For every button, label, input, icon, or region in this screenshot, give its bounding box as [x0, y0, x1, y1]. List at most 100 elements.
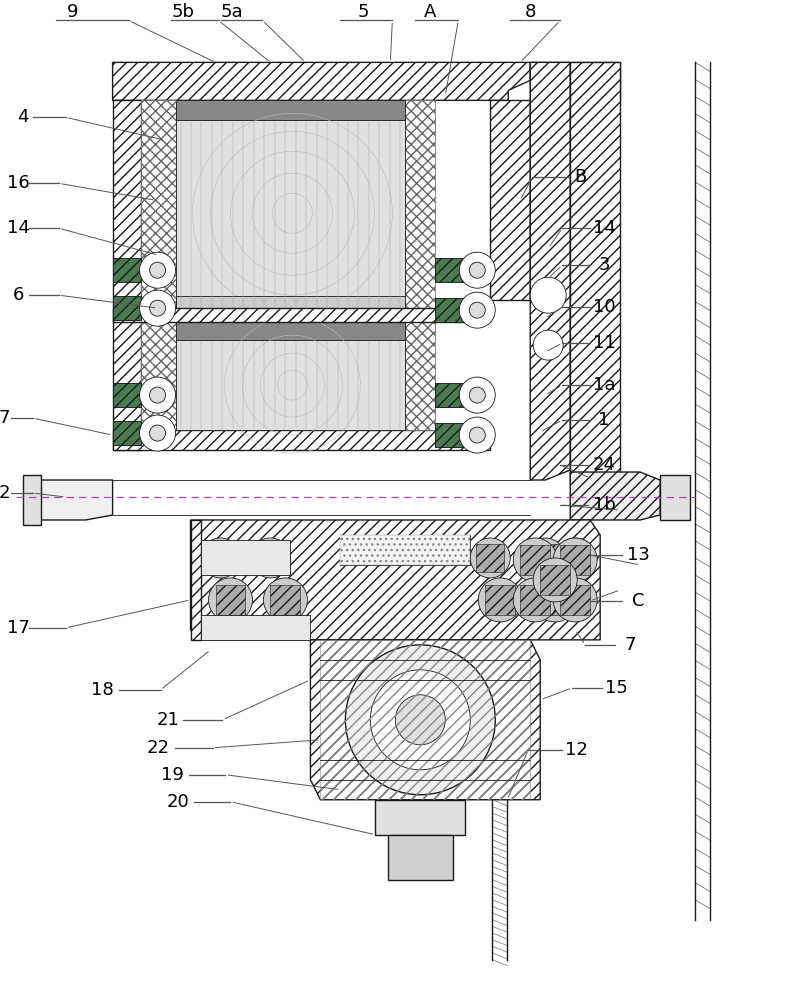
Text: 8: 8 — [525, 3, 536, 21]
Polygon shape — [405, 100, 435, 310]
Circle shape — [263, 578, 307, 622]
Circle shape — [149, 387, 166, 403]
Polygon shape — [113, 258, 141, 282]
Circle shape — [209, 578, 253, 622]
Text: C: C — [632, 592, 645, 610]
Circle shape — [553, 578, 597, 622]
Circle shape — [201, 538, 240, 578]
Text: 2: 2 — [0, 484, 10, 502]
Circle shape — [140, 377, 175, 413]
Polygon shape — [561, 544, 589, 572]
Circle shape — [140, 252, 175, 288]
Bar — [435, 383, 463, 407]
Circle shape — [514, 578, 557, 622]
Circle shape — [459, 417, 495, 453]
Text: 1b: 1b — [592, 496, 615, 514]
Circle shape — [533, 330, 563, 360]
Bar — [389, 835, 453, 880]
Text: 12: 12 — [565, 741, 588, 759]
Polygon shape — [540, 585, 570, 615]
Text: 20: 20 — [166, 793, 189, 811]
Text: 7: 7 — [624, 636, 636, 654]
Circle shape — [250, 538, 291, 578]
Bar — [113, 383, 141, 407]
Polygon shape — [521, 545, 550, 575]
Polygon shape — [405, 320, 435, 430]
Bar — [175, 340, 405, 430]
Text: 22: 22 — [147, 739, 170, 757]
Bar — [175, 120, 405, 310]
Circle shape — [469, 387, 485, 403]
Bar — [175, 320, 405, 340]
Polygon shape — [257, 544, 284, 572]
Polygon shape — [113, 100, 141, 450]
Bar — [340, 535, 470, 565]
Bar — [113, 296, 141, 320]
Polygon shape — [570, 472, 660, 520]
Polygon shape — [141, 100, 175, 310]
Circle shape — [555, 538, 595, 578]
Text: 5a: 5a — [220, 3, 243, 21]
Polygon shape — [113, 383, 141, 407]
Circle shape — [459, 292, 495, 328]
Text: 14: 14 — [7, 219, 30, 237]
Bar — [23, 475, 40, 525]
Polygon shape — [113, 308, 491, 322]
Text: 5: 5 — [358, 3, 369, 21]
Text: 19: 19 — [161, 766, 184, 784]
Text: 21: 21 — [157, 711, 180, 729]
Polygon shape — [435, 383, 463, 407]
Polygon shape — [190, 520, 201, 640]
Circle shape — [149, 262, 166, 278]
Polygon shape — [270, 585, 300, 615]
Circle shape — [345, 645, 495, 795]
Circle shape — [140, 415, 175, 451]
Text: 5b: 5b — [172, 3, 195, 21]
Polygon shape — [521, 585, 550, 615]
Text: 1: 1 — [599, 411, 610, 429]
Circle shape — [469, 302, 485, 318]
Text: 16: 16 — [7, 174, 30, 192]
Bar — [201, 540, 291, 575]
Text: 14: 14 — [592, 219, 615, 237]
Text: 24: 24 — [592, 456, 615, 474]
Circle shape — [469, 262, 485, 278]
Polygon shape — [141, 320, 175, 430]
Bar — [435, 258, 463, 282]
Polygon shape — [491, 100, 530, 300]
Polygon shape — [113, 421, 141, 445]
Polygon shape — [113, 62, 530, 100]
Bar — [435, 423, 463, 447]
Circle shape — [149, 300, 166, 316]
Polygon shape — [476, 544, 504, 572]
Polygon shape — [31, 480, 113, 520]
Polygon shape — [485, 585, 515, 615]
Circle shape — [470, 538, 510, 578]
Bar — [375, 800, 465, 835]
Circle shape — [530, 277, 566, 313]
Circle shape — [469, 427, 485, 443]
Circle shape — [371, 670, 470, 770]
Polygon shape — [530, 100, 570, 300]
Polygon shape — [530, 62, 570, 480]
Polygon shape — [216, 585, 246, 615]
Text: 4: 4 — [17, 108, 28, 126]
Polygon shape — [560, 545, 590, 575]
Polygon shape — [113, 430, 491, 450]
Circle shape — [459, 252, 495, 288]
Polygon shape — [435, 258, 463, 282]
Text: 9: 9 — [67, 3, 78, 21]
Circle shape — [478, 578, 522, 622]
Bar — [175, 100, 405, 120]
Circle shape — [459, 377, 495, 413]
Polygon shape — [560, 585, 590, 615]
Text: 6: 6 — [13, 286, 24, 304]
Polygon shape — [531, 544, 559, 572]
Circle shape — [395, 695, 446, 745]
Text: 17: 17 — [7, 619, 30, 637]
Polygon shape — [435, 298, 463, 322]
Circle shape — [533, 578, 577, 622]
Polygon shape — [113, 296, 141, 320]
Polygon shape — [206, 544, 235, 572]
Text: 7: 7 — [0, 409, 10, 427]
